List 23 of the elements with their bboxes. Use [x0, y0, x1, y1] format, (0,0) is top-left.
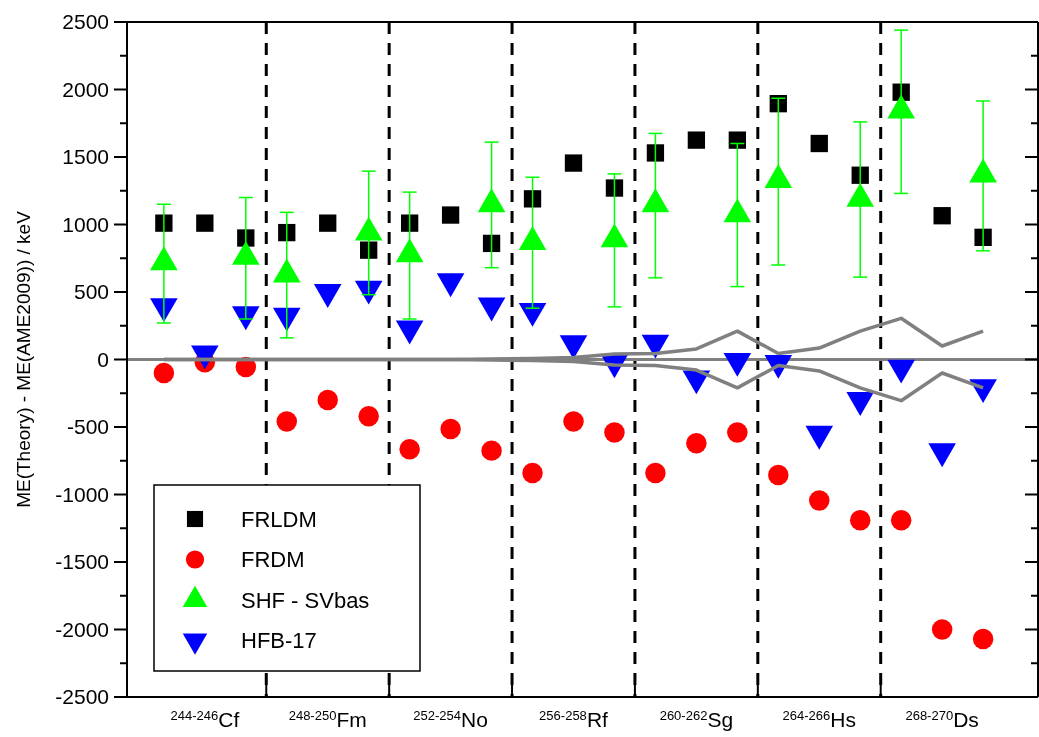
x-tick-label: $^{264-266}$Hs	[782, 707, 856, 731]
x-tick-label: $^{244-246}$Cf	[170, 707, 240, 731]
y-tick-label: -1500	[55, 550, 109, 574]
legend-label: HFB-17	[241, 628, 317, 654]
x-tick-label: $^{268-270}$Ds	[905, 707, 979, 731]
y-axis-title: ME(Theory) - ME(AME2009)) / keV	[13, 210, 34, 508]
y-tick-label: -1000	[55, 482, 109, 506]
legend-label: FRLDM	[241, 506, 317, 532]
y-tick-label: 2000	[62, 77, 109, 101]
y-tick-label: 1000	[62, 212, 109, 236]
y-tick-label: -2500	[55, 685, 109, 709]
legend-label: SHF - SVbas	[241, 587, 370, 613]
y-tick-label: -500	[66, 415, 109, 439]
x-tick-label: $^{256-258}$Rf	[539, 707, 609, 731]
y-tick-label: 2500	[62, 10, 109, 34]
x-tick-label: $^{252-254}$No	[413, 707, 488, 731]
y-tick-label: -2000	[55, 617, 109, 641]
x-tick-label: $^{260-262}$Sg	[659, 707, 734, 731]
y-tick-label: 500	[73, 280, 109, 304]
y-tick-label: 1500	[62, 145, 109, 169]
legend-label: FRDM	[241, 547, 305, 573]
y-tick-label: 0	[97, 347, 109, 371]
x-tick-label: $^{248-250}$Fm	[288, 707, 367, 731]
